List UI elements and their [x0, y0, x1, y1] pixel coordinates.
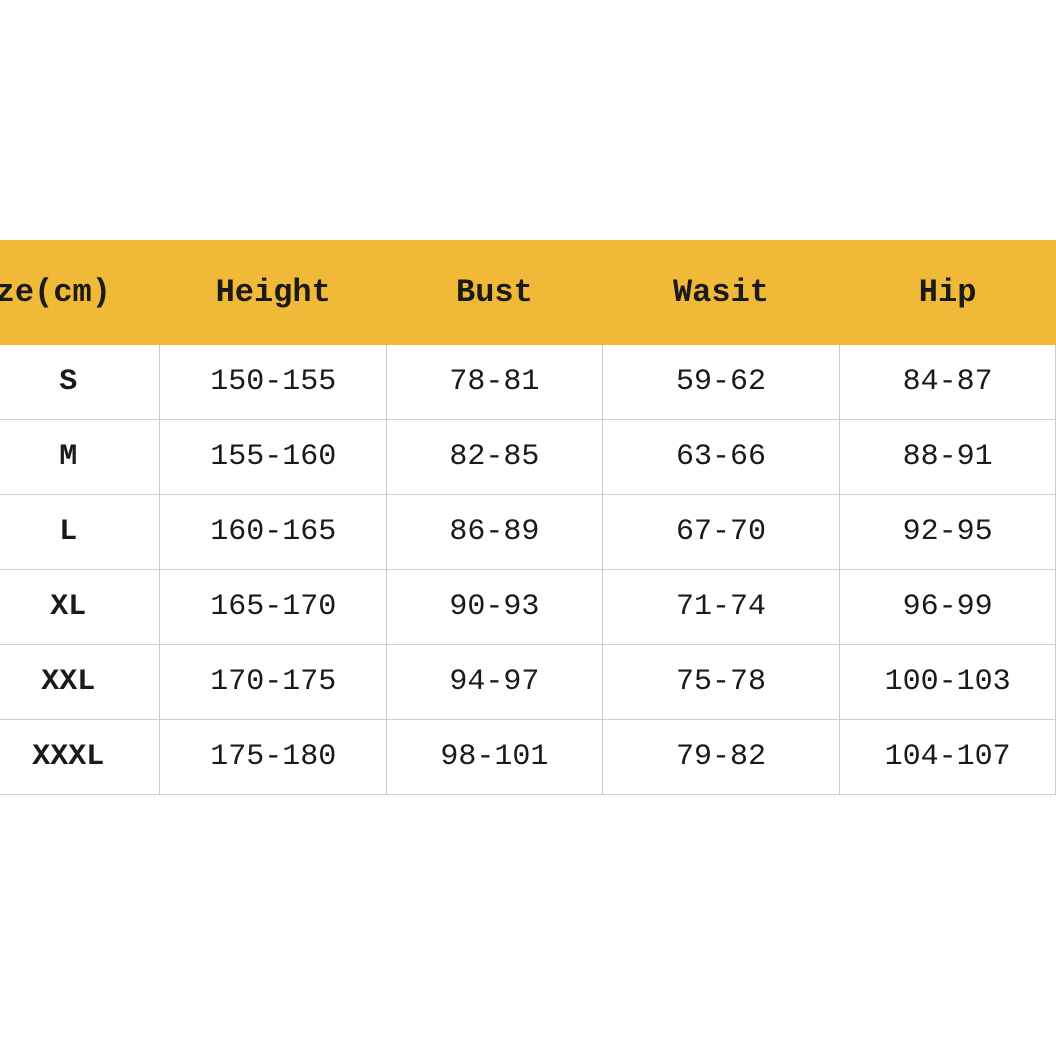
- col-header-bust: Bust: [387, 240, 603, 345]
- col-header-waist: Wasit: [602, 240, 839, 345]
- table-row: XL 165-170 90-93 71-74 96-99: [0, 570, 1056, 645]
- cell-waist: 59-62: [602, 345, 839, 420]
- cell-waist: 79-82: [602, 720, 839, 795]
- table-header-row: ize(cm) Height Bust Wasit Hip: [0, 240, 1056, 345]
- cell-hip: 104-107: [840, 720, 1056, 795]
- cell-height: 150-155: [160, 345, 387, 420]
- table-row: M 155-160 82-85 63-66 88-91: [0, 420, 1056, 495]
- cell-height: 170-175: [160, 645, 387, 720]
- cell-hip: 100-103: [840, 645, 1056, 720]
- cell-size: XXXL: [0, 720, 160, 795]
- col-header-hip: Hip: [840, 240, 1056, 345]
- table-row: L 160-165 86-89 67-70 92-95: [0, 495, 1056, 570]
- cell-bust: 78-81: [387, 345, 603, 420]
- cell-size: S: [0, 345, 160, 420]
- cell-height: 165-170: [160, 570, 387, 645]
- cell-bust: 98-101: [387, 720, 603, 795]
- cell-size: XL: [0, 570, 160, 645]
- table-row: S 150-155 78-81 59-62 84-87: [0, 345, 1056, 420]
- cell-waist: 63-66: [602, 420, 839, 495]
- cell-bust: 86-89: [387, 495, 603, 570]
- col-header-size: ize(cm): [0, 240, 160, 345]
- cell-waist: 71-74: [602, 570, 839, 645]
- cell-hip: 92-95: [840, 495, 1056, 570]
- cell-waist: 67-70: [602, 495, 839, 570]
- size-table-container: ize(cm) Height Bust Wasit Hip S 150-155 …: [0, 240, 1056, 795]
- col-header-height: Height: [160, 240, 387, 345]
- cell-size: XXL: [0, 645, 160, 720]
- cell-hip: 84-87: [840, 345, 1056, 420]
- cell-bust: 90-93: [387, 570, 603, 645]
- cell-height: 160-165: [160, 495, 387, 570]
- cell-hip: 88-91: [840, 420, 1056, 495]
- cell-height: 175-180: [160, 720, 387, 795]
- cell-hip: 96-99: [840, 570, 1056, 645]
- cell-size: M: [0, 420, 160, 495]
- cell-bust: 82-85: [387, 420, 603, 495]
- cell-bust: 94-97: [387, 645, 603, 720]
- cell-waist: 75-78: [602, 645, 839, 720]
- cell-height: 155-160: [160, 420, 387, 495]
- table-row: XXL 170-175 94-97 75-78 100-103: [0, 645, 1056, 720]
- cell-size: L: [0, 495, 160, 570]
- table-row: XXXL 175-180 98-101 79-82 104-107: [0, 720, 1056, 795]
- size-table: ize(cm) Height Bust Wasit Hip S 150-155 …: [0, 240, 1056, 795]
